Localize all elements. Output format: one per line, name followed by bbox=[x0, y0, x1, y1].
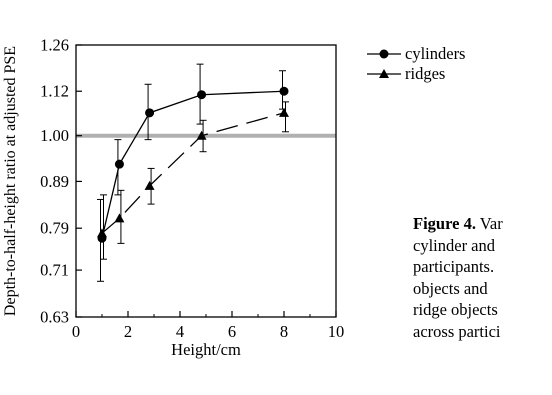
series-ridges bbox=[97, 101, 289, 260]
y-axis-label: Depth-to-half-height ratio at adjusted P… bbox=[2, 46, 19, 316]
data-point bbox=[144, 180, 155, 190]
y-tick-label: 1.12 bbox=[40, 82, 69, 101]
data-point bbox=[114, 159, 124, 169]
y-tick-label: 1.26 bbox=[40, 36, 69, 55]
x-axis-label: Height/cm bbox=[171, 340, 241, 359]
caption-label: Figure 4. bbox=[413, 214, 476, 233]
y-tick-label: 0.89 bbox=[40, 172, 69, 191]
series-line-cylinders bbox=[101, 90, 285, 239]
data-point bbox=[279, 86, 289, 96]
caption-line: cylinder and bbox=[413, 235, 496, 255]
series-cylinders bbox=[97, 63, 289, 282]
x-tick-label: 0 bbox=[72, 322, 80, 341]
data-point bbox=[197, 90, 207, 100]
caption-line: objects and bbox=[413, 278, 488, 298]
y-tick-label: 0.71 bbox=[40, 261, 69, 280]
tick-marks: 0 2 4 6 8 10 0.63 0.71 0.79 0.89 1.00 1.12 1.26 bbox=[40, 36, 344, 342]
legend-marker-cylinders bbox=[379, 49, 389, 59]
x-tick-label: 10 bbox=[328, 322, 345, 341]
y-tick-label: 1.00 bbox=[40, 126, 69, 145]
data-point bbox=[196, 130, 207, 140]
data-point bbox=[145, 108, 155, 118]
legend-label-cylinders: cylinders bbox=[405, 44, 465, 63]
y-tick-label: 0.79 bbox=[40, 219, 69, 238]
figure-caption: Figure 4. Var cylinder and participants.… bbox=[413, 213, 552, 342]
y-tick-label: 0.63 bbox=[40, 308, 69, 327]
x-tick-label: 2 bbox=[124, 322, 132, 341]
legend-label-ridges: ridges bbox=[405, 64, 445, 83]
caption-line: ridge objects bbox=[413, 300, 498, 319]
data-point bbox=[97, 228, 107, 238]
data-point bbox=[114, 213, 125, 223]
caption-line: Figure 4. Var bbox=[413, 213, 552, 235]
legend-marker-ridges bbox=[379, 69, 389, 78]
x-tick-label: 8 bbox=[280, 322, 288, 341]
caption-line: participants. bbox=[413, 257, 495, 276]
x-tick-label: 6 bbox=[228, 322, 236, 341]
data-series bbox=[97, 63, 289, 282]
caption-text: Var bbox=[475, 214, 503, 233]
data-point bbox=[279, 107, 289, 117]
x-tick-label: 4 bbox=[176, 322, 184, 341]
caption-line: across partici bbox=[413, 321, 501, 341]
series-line-ridges bbox=[101, 112, 285, 234]
